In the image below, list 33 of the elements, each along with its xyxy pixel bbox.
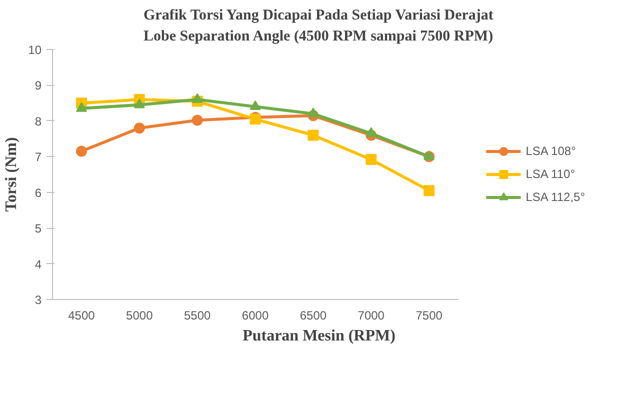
legend-label: LSA 108° (526, 144, 576, 158)
y-tick-label: 8 (34, 114, 42, 128)
point (76, 146, 87, 157)
y-tick-label: 10 (28, 43, 42, 57)
y-axis-title: Torsi (Nm) (3, 137, 20, 212)
point (250, 100, 261, 110)
point (192, 93, 203, 103)
y-tick-label: 9 (34, 78, 42, 93)
point (308, 130, 319, 141)
y-tick-label: 7 (34, 150, 42, 164)
y-tick-label: 3 (34, 293, 42, 307)
point (366, 127, 377, 137)
x-tick-label: 7500 (416, 308, 443, 322)
y-tick-label: 4 (34, 257, 42, 272)
x-tick-label: 4500 (68, 308, 96, 322)
point (134, 98, 145, 108)
y-tick-label: 5 (34, 222, 42, 236)
point (366, 154, 377, 165)
x-tick-label: 6000 (242, 308, 269, 322)
y-tick-label: 6 (34, 186, 42, 200)
legend-label: LSA 110° (526, 167, 575, 181)
chart-title: Grafik Torsi Yang Dicapai Pada Setiap Variasi Derajat Lobe Separation Angle (4500 RPM sampai 7500 RPM) (144, 8, 494, 44)
point (308, 108, 319, 118)
point (424, 185, 435, 196)
point (76, 102, 87, 112)
x-tick-label: 5000 (126, 308, 154, 322)
x-tick-label: 6500 (300, 308, 327, 322)
point (134, 122, 145, 134)
point (192, 114, 203, 126)
x-axis-title: Putaran Mesin (RPM) (242, 328, 396, 344)
x-tick-label: 7000 (358, 308, 385, 322)
x-tick-label: 5500 (184, 308, 212, 322)
legend-label: LSA 112,5° (526, 190, 585, 204)
